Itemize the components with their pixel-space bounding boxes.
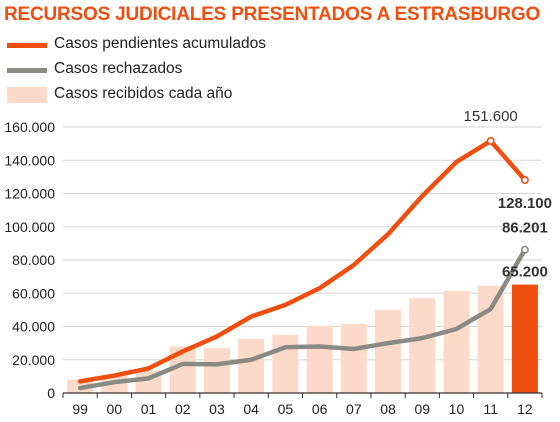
- data-label: 65.200: [502, 264, 548, 281]
- x-tick-label: 04: [243, 401, 259, 417]
- bar: [511, 284, 538, 393]
- x-tick-label: 03: [209, 401, 225, 417]
- bar: [238, 338, 265, 393]
- bar: [443, 290, 470, 393]
- data-label: 86.201: [502, 220, 548, 237]
- x-tick-label: 12: [517, 401, 533, 417]
- y-tick-label: 80.000: [12, 252, 55, 268]
- data-label: 128.100: [498, 195, 552, 212]
- y-tick-label: 0: [47, 385, 55, 401]
- bar: [477, 285, 504, 393]
- y-tick-label: 40.000: [12, 319, 55, 335]
- legend-label-pending: Casos pendientes acumulados: [54, 35, 266, 52]
- x-tick-label: 09: [414, 401, 430, 417]
- bar: [409, 298, 436, 393]
- legend-swatch-pending: [7, 43, 47, 48]
- x-tick-label: 99: [72, 401, 88, 417]
- bar: [306, 325, 333, 393]
- point-marker: [520, 176, 529, 185]
- data-label: 151.600: [464, 108, 518, 125]
- legend-swatch-received: [7, 87, 47, 103]
- chart-title: RECURSOS JUDICIALES PRESENTADOS A ESTRAS…: [4, 4, 541, 25]
- bar: [203, 348, 230, 393]
- x-tick-label: 05: [278, 401, 294, 417]
- legend-label-rejected: Casos rechazados: [54, 60, 183, 77]
- x-tick-label: 01: [141, 401, 157, 417]
- y-tick-label: 100.000: [4, 219, 55, 235]
- line-pending: [77, 138, 528, 384]
- y-tick-label: 120.000: [4, 186, 55, 202]
- x-tick-label: 11: [483, 401, 498, 417]
- y-tick-label: 20.000: [12, 352, 55, 368]
- point-marker: [486, 136, 495, 145]
- x-tick-label: 00: [107, 401, 123, 417]
- x-tick-label: 02: [175, 401, 191, 417]
- line-rejected: [77, 247, 528, 391]
- legend-swatch-rejected: [7, 68, 47, 73]
- bar: [340, 324, 367, 393]
- y-tick-label: 60.000: [12, 285, 55, 301]
- x-tick-label: 08: [380, 401, 396, 417]
- x-tick-label: 07: [346, 401, 362, 417]
- bar: [375, 309, 402, 393]
- x-tick-label: 06: [312, 401, 328, 417]
- point-marker: [520, 245, 529, 254]
- x-tick-label: 10: [449, 401, 465, 417]
- legend-label-received: Casos recibidos cada año: [54, 85, 233, 102]
- y-tick-label: 160.000: [4, 119, 55, 135]
- bar: [272, 334, 299, 393]
- y-tick-label: 140.000: [4, 152, 55, 168]
